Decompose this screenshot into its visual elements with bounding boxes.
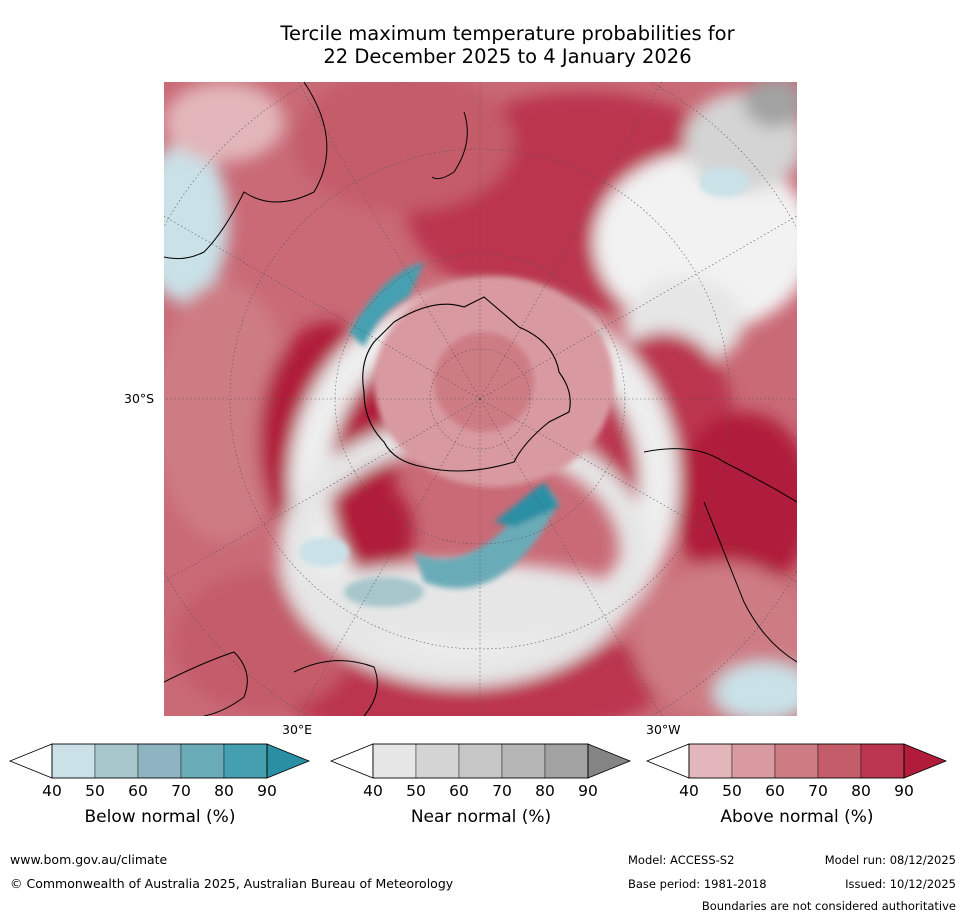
colorbar-near-tick: 60 xyxy=(449,782,469,800)
map-title: Tercile maximum temperature probabilitie… xyxy=(0,22,965,68)
footer-website: www.bom.gov.au/climate xyxy=(10,852,168,867)
south-america-coastline-2 xyxy=(703,501,797,663)
lat-label-30s: 30°S xyxy=(124,391,155,406)
colorbar-below-tick: 40 xyxy=(42,782,62,800)
footer-issued: Issued: 10/12/2025 xyxy=(845,877,956,891)
colorbar-above-max-extend xyxy=(903,743,948,779)
colorbar-near-swatches xyxy=(329,743,632,779)
colorbar-above-swatches xyxy=(645,743,948,779)
colorbar-near-tick: 40 xyxy=(363,782,383,800)
colorbar-near-swatch xyxy=(544,743,589,779)
colorbar-above-tick: 70 xyxy=(808,782,828,800)
colorbar-below-tick: 80 xyxy=(214,782,234,800)
colorbar-above-normal xyxy=(645,740,948,840)
colorbar-above-swatch xyxy=(731,743,776,779)
footer-copyright: © Commonwealth of Australia 2025, Austra… xyxy=(10,876,454,891)
colorbar-above-tick: 60 xyxy=(765,782,785,800)
map-canvas xyxy=(164,82,797,716)
colorbar-near-swatch xyxy=(501,743,546,779)
title-line-1: Tercile maximum temperature probabilitie… xyxy=(280,22,735,45)
colorbar-near-tick: 50 xyxy=(406,782,426,800)
colorbar-below-swatch xyxy=(51,743,96,779)
footer-model: Model: ACCESS-S2 xyxy=(628,853,735,867)
graticule xyxy=(164,82,797,716)
lon-label-30e: 30°E xyxy=(282,722,313,737)
title-line-2: 22 December 2025 to 4 January 2026 xyxy=(323,45,692,68)
colorbar-below-swatch xyxy=(137,743,182,779)
colorbar-below-tick: 60 xyxy=(128,782,148,800)
footer-disclaimer: Boundaries are not considered authoritat… xyxy=(701,899,956,913)
footer-model-run: Model run: 08/12/2025 xyxy=(824,853,956,867)
colorbar-label-below: Below normal (%) xyxy=(84,807,236,827)
colorbar-above-tick: 50 xyxy=(722,782,742,800)
colorbar-near-normal xyxy=(329,740,632,840)
colorbar-below-normal xyxy=(8,740,311,840)
colorbar-above-swatch xyxy=(860,743,905,779)
colorbar-below-max-extend xyxy=(266,743,311,779)
colorbar-above-tick: 90 xyxy=(894,782,914,800)
colorbar-near-tick: 90 xyxy=(578,782,598,800)
colorbar-label-above: Above normal (%) xyxy=(720,807,874,827)
colorbar-near-tick: 80 xyxy=(535,782,555,800)
south-america-coastline xyxy=(643,448,797,503)
colorbar-near-min-extend xyxy=(329,743,374,779)
colorbar-below-swatches xyxy=(8,743,311,779)
colorbar-above-swatch xyxy=(774,743,819,779)
colorbar-above-swatch xyxy=(817,743,862,779)
colorbar-near-tick: 70 xyxy=(492,782,512,800)
colorbar-near-swatch xyxy=(415,743,460,779)
colorbar-label-near: Near normal (%) xyxy=(410,807,552,827)
colorbar-near-max-extend xyxy=(587,743,632,779)
probability-map xyxy=(164,82,797,716)
africa-coastline xyxy=(164,651,248,716)
colorbar-below-swatch xyxy=(94,743,139,779)
colorbar-above-min-extend xyxy=(645,743,690,779)
colorbar-below-swatch xyxy=(180,743,225,779)
colorbar-below-swatch xyxy=(223,743,268,779)
australia-coastline xyxy=(164,82,328,260)
colorbar-below-tick: 70 xyxy=(171,782,191,800)
footer-base-period: Base period: 1981-2018 xyxy=(628,877,767,891)
colorbar-below-tick: 50 xyxy=(85,782,105,800)
antarctica-coastline xyxy=(362,296,571,472)
colorbar-near-swatch xyxy=(458,743,503,779)
colorbar-near-swatch xyxy=(372,743,417,779)
colorbar-above-tick: 40 xyxy=(679,782,699,800)
colorbar-above-swatch xyxy=(688,743,733,779)
new-zealand-coastline xyxy=(431,111,468,180)
colorbar-below-min-extend xyxy=(8,743,53,779)
madagascar-coastline xyxy=(293,660,378,716)
lon-label-30w: 30°W xyxy=(646,722,681,737)
colorbar-above-tick: 80 xyxy=(851,782,871,800)
colorbar-below-tick: 90 xyxy=(257,782,277,800)
